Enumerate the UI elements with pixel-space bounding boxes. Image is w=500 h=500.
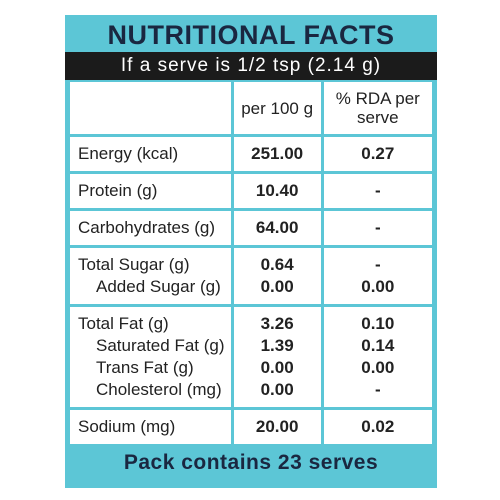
- nutrient-value: 0.00: [320, 276, 432, 306]
- nutrient-name: Protein (g): [70, 171, 233, 210]
- nutrient-row: Saturated Fat (g) 1.39 0.14: [70, 335, 432, 357]
- nutrient-row: Total Sugar (g) 0.64-: [70, 245, 432, 276]
- nutrient-row: Total Fat (g) 3.26 0.10: [70, 304, 432, 335]
- nutrient-value: 0.14: [320, 335, 432, 357]
- nutrient-value: -: [320, 171, 432, 210]
- nutrient-name: Energy (kcal): [70, 134, 233, 173]
- nutrient-value: 64.00: [230, 208, 323, 247]
- nutrient-value: 0.27: [320, 134, 432, 173]
- nutrient-name: Carbohydrates (g): [70, 208, 233, 247]
- nutrient-name: Cholesterol (mg): [96, 380, 222, 399]
- nutrient-value: -: [320, 245, 432, 276]
- nutrient-value: 0.00: [230, 357, 323, 379]
- nutrient-row: Energy (kcal) 251.00 0.27: [70, 134, 432, 173]
- nutrient-value: 0.10: [320, 304, 432, 335]
- title: NUTRITIONAL FACTS: [107, 20, 395, 50]
- nutrient-value: 0.00: [230, 379, 323, 409]
- nutrient-value: 0.00: [320, 357, 432, 379]
- nutrient-value: 251.00: [230, 134, 323, 173]
- empty-header: [70, 82, 232, 136]
- nutrient-row: Sodium (mg) 20.00 0.02: [70, 407, 432, 444]
- nutrient-value: 0.00: [230, 276, 323, 306]
- nutrient-row: Protein (g) 10.40-: [70, 171, 432, 210]
- serving-size: If a serve is 1/2 tsp (2.14 g): [65, 52, 437, 80]
- nutrient-name: Added Sugar (g): [96, 277, 221, 296]
- nutrient-value: 20.00: [230, 407, 323, 444]
- nutrient-value: 10.40: [230, 171, 323, 210]
- nutrient-name: Total Fat (g): [70, 304, 233, 335]
- nutrient-value: 1.39: [230, 335, 323, 357]
- nutrient-value: -: [320, 379, 432, 409]
- nutrient-row: Carbohydrates (g) 64.00-: [70, 208, 432, 247]
- column-header: % RDA per serve: [320, 82, 432, 136]
- nutrient-row: Added Sugar (g) 0.00 0.00: [70, 276, 432, 306]
- nutrient-row: Cholesterol (mg) 0.00-: [70, 379, 432, 409]
- nutrient-value: 0.02: [320, 407, 432, 444]
- nutrient-row: Trans Fat (g) 0.00 0.00: [70, 357, 432, 379]
- nutrient-value: -: [320, 208, 432, 247]
- nutrient-value: 3.26: [230, 304, 323, 335]
- nutrient-value: 0.64: [230, 245, 323, 276]
- footer: Pack contains 23 serves: [70, 444, 432, 477]
- nutrient-name: Sodium (mg): [70, 407, 233, 444]
- nutrient-name: Total Sugar (g): [70, 245, 233, 276]
- column-header: per 100 g: [230, 82, 323, 136]
- label-panel: NUTRITIONAL FACTS If a serve is 1/2 tsp …: [65, 15, 437, 488]
- nutrient-name: Trans Fat (g): [96, 358, 194, 377]
- nutrient-name: Saturated Fat (g): [96, 336, 225, 355]
- nutrition-table: per 100 g % RDA per serve Energy (kcal) 2…: [70, 82, 432, 444]
